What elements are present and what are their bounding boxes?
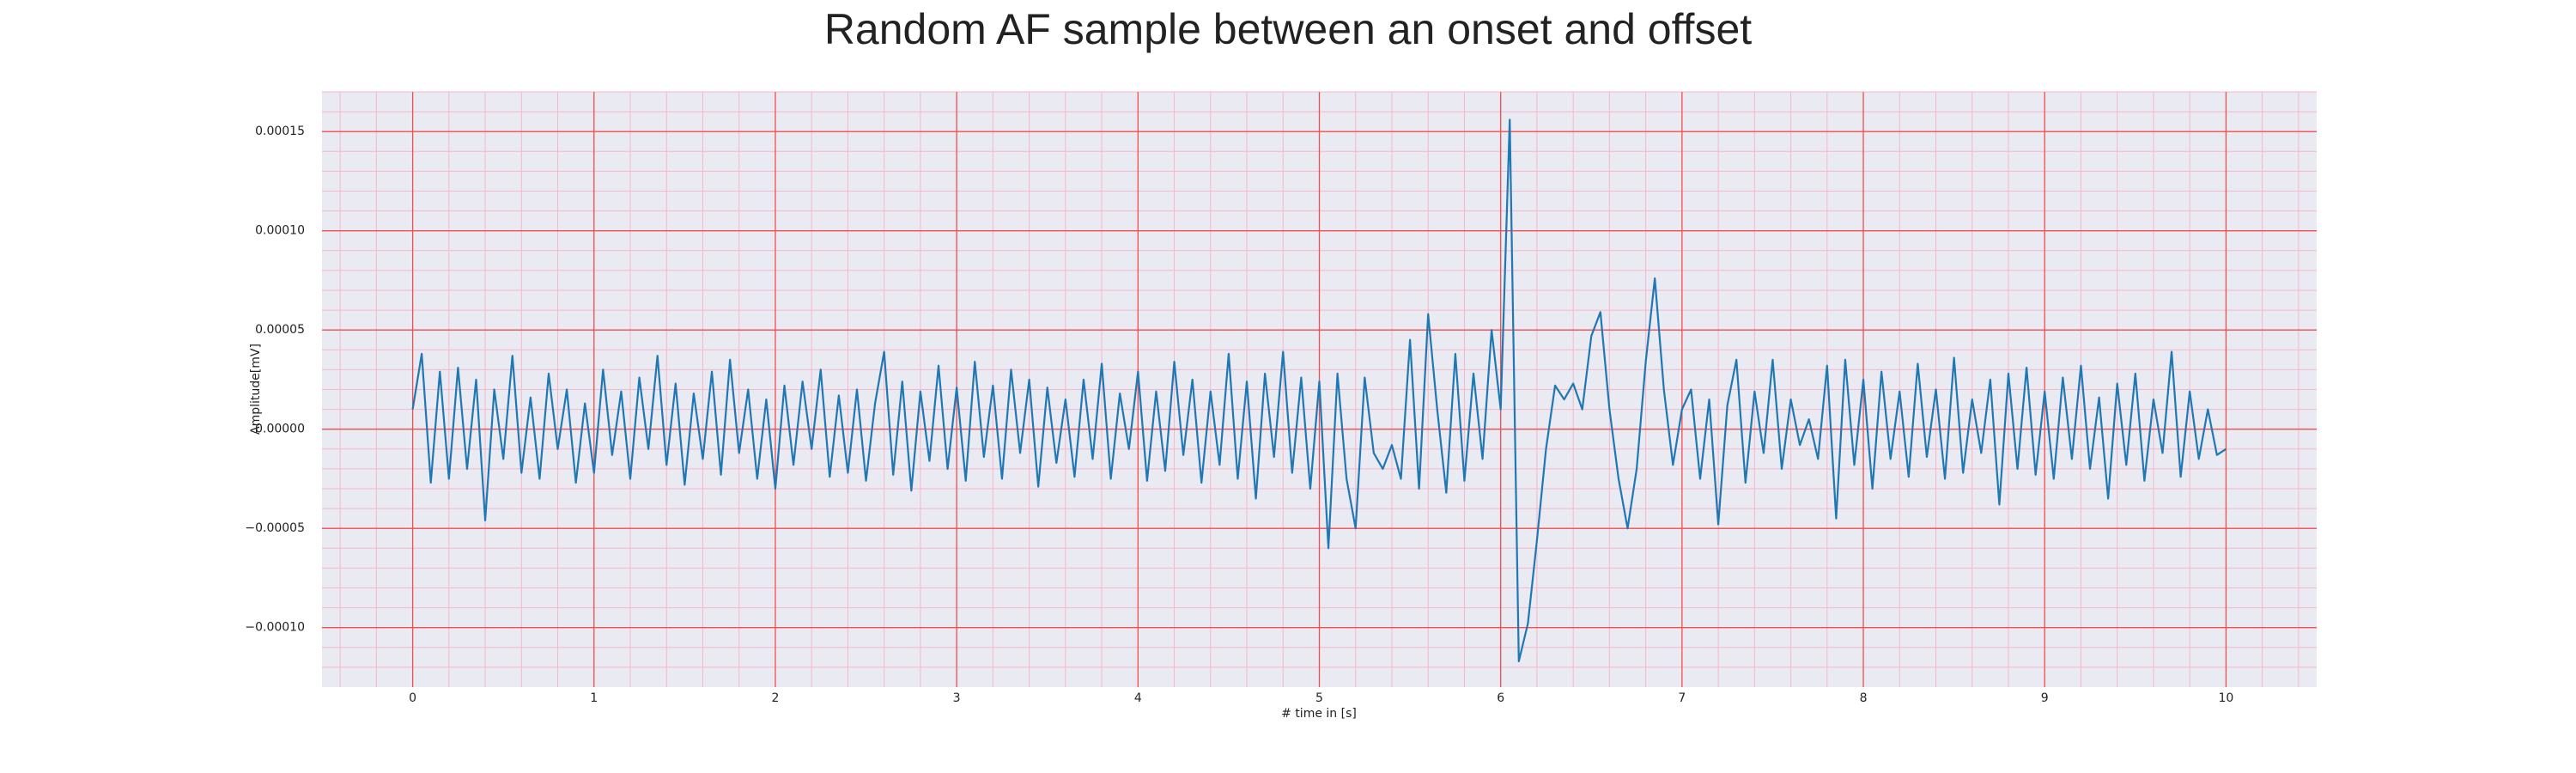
y-tick-label: −0.00005 (245, 521, 305, 535)
y-tick-label: 0.00010 (255, 224, 305, 238)
x-tick-label: 10 (2218, 691, 2233, 705)
y-tick-label: 0.00015 (255, 125, 305, 138)
y-tick-label: −0.00010 (245, 621, 305, 635)
x-tick-label: 1 (590, 691, 598, 705)
y-tick-label: 0.00000 (255, 423, 305, 436)
x-tick-label: 0 (409, 691, 416, 705)
x-axis-label: # time in [s] (1281, 707, 1357, 721)
y-tick-label: 0.00005 (255, 323, 305, 337)
y-axis-label: Amplitude[mV] (249, 344, 263, 435)
x-tick-label: 4 (1134, 691, 1142, 705)
chart-title: Random AF sample between an onset and of… (824, 5, 1752, 53)
x-tick-label: 9 (2041, 691, 2049, 705)
x-tick-label: 6 (1497, 691, 1504, 705)
x-tick-label: 8 (1860, 691, 1868, 705)
x-tick-label: 3 (953, 691, 961, 705)
x-tick-label: 2 (771, 691, 779, 705)
grid (322, 91, 2317, 687)
data-line (411, 119, 2227, 663)
x-tick-label: 7 (1678, 691, 1686, 705)
x-tick-label: 5 (1315, 691, 1323, 705)
